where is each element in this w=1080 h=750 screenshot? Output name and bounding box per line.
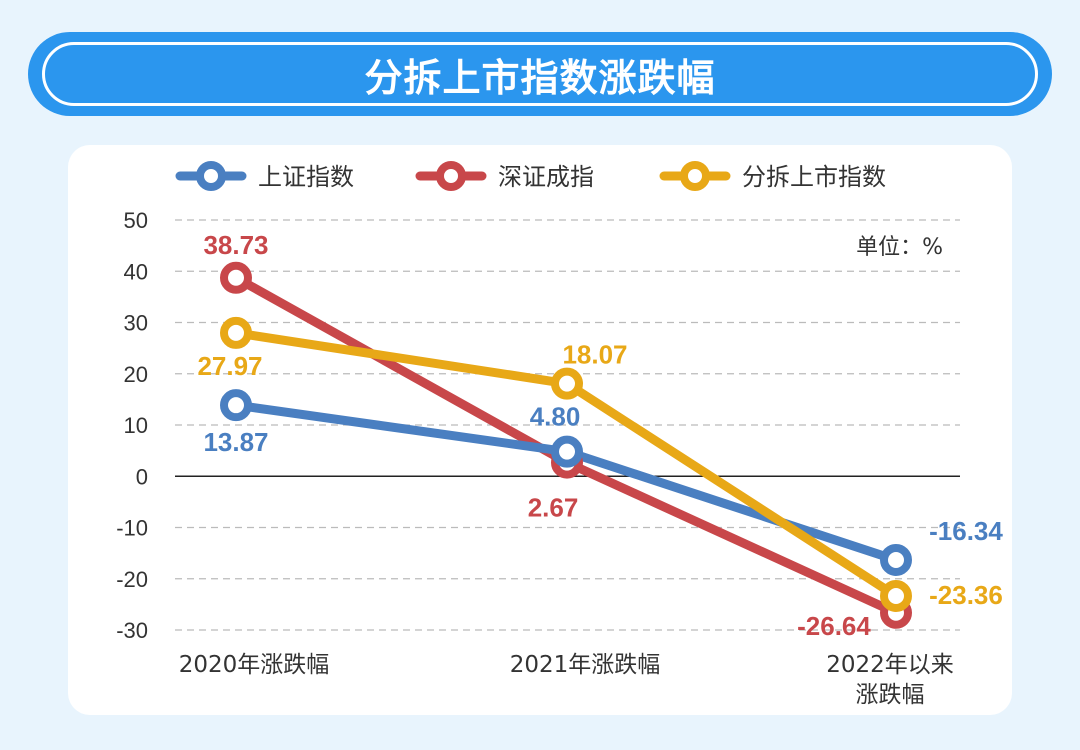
y-tick-label: -10 <box>116 516 148 541</box>
y-tick-label: 10 <box>124 413 148 438</box>
page-title: 分拆上市指数涨跌幅 <box>364 55 716 100</box>
data-point <box>220 316 252 349</box>
data-point <box>880 579 912 612</box>
data-point <box>220 261 252 294</box>
title-banner: 分拆上市指数涨跌幅 <box>28 32 1052 116</box>
y-tick-label: 0 <box>136 464 148 489</box>
x-category-label: 2020年涨跌幅 <box>179 652 330 678</box>
x-category-label: 涨跌幅 <box>856 682 925 708</box>
legend-marker-icon <box>196 161 226 191</box>
y-tick-label: 30 <box>124 311 148 336</box>
data-label: -26.64 <box>797 611 871 641</box>
data-label: 27.97 <box>197 351 262 381</box>
x-category-label: 2021年涨跌幅 <box>510 652 661 678</box>
legend-marker-icon <box>680 161 710 191</box>
data-point <box>551 435 583 468</box>
legend-label: 分拆上市指数 <box>742 163 886 191</box>
data-label: 13.87 <box>203 427 268 457</box>
title-border: 分拆上市指数涨跌幅 <box>42 42 1038 106</box>
data-label: 4.80 <box>530 402 581 432</box>
data-point <box>880 543 912 576</box>
data-label: -16.34 <box>929 516 1003 546</box>
y-tick-label: 20 <box>124 362 148 387</box>
data-label: 2.67 <box>528 493 579 523</box>
x-category-label: 2022年以来 <box>826 652 954 678</box>
unit-label: 单位：% <box>856 235 943 260</box>
data-point <box>551 367 583 400</box>
y-tick-label: 40 <box>124 259 148 284</box>
data-label: 38.73 <box>203 230 268 260</box>
legend-marker-icon <box>436 161 466 191</box>
data-label: -23.36 <box>929 580 1003 610</box>
legend-label: 上证指数 <box>258 163 354 191</box>
legend-label: 深证成指 <box>498 163 594 191</box>
y-tick-label: -30 <box>116 618 148 643</box>
y-tick-label: 50 <box>124 208 148 233</box>
data-point <box>220 389 252 422</box>
chart-card <box>68 145 1012 715</box>
y-tick-label: -20 <box>116 567 148 592</box>
data-label: 18.07 <box>562 340 627 370</box>
